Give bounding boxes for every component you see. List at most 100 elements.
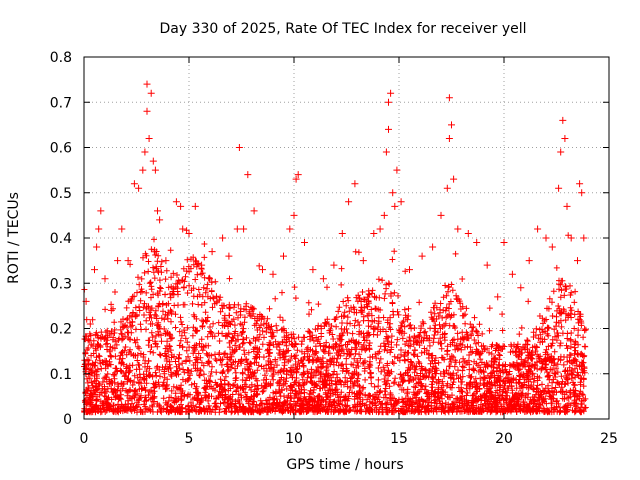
data-point	[294, 171, 302, 179]
data-point	[240, 225, 248, 233]
data-point	[179, 225, 187, 233]
data-point	[534, 225, 542, 233]
data-point	[290, 211, 298, 219]
data-point	[580, 234, 588, 242]
x-tick-label: 5	[185, 431, 194, 447]
data-point	[330, 261, 338, 269]
data-points	[82, 80, 588, 328]
data-point	[91, 266, 98, 274]
data-point	[380, 211, 388, 219]
data-point	[154, 207, 161, 215]
data-point	[309, 266, 317, 274]
data-point	[578, 189, 586, 197]
data-point	[370, 229, 378, 237]
data-point	[448, 121, 455, 129]
data-point	[525, 257, 533, 265]
y-axis-label: ROTI / TECUs	[6, 192, 22, 284]
y-tick-label: 0.4	[50, 231, 72, 247]
data-point	[563, 202, 571, 210]
data-point	[397, 198, 405, 206]
grid-lines	[84, 57, 609, 419]
x-tick-label: 25	[600, 431, 618, 447]
x-tick-label: 20	[495, 431, 513, 447]
data-point	[391, 202, 399, 210]
data-point	[359, 257, 367, 265]
data-point	[385, 98, 392, 106]
data-point	[345, 198, 353, 206]
axis-ticks	[83, 56, 610, 420]
data-point	[559, 116, 567, 124]
data-point	[151, 166, 159, 174]
y-tick-label: 0.6	[50, 141, 72, 157]
data-point	[198, 261, 206, 269]
y-tick-label: 0.1	[50, 367, 72, 383]
data-point	[95, 225, 103, 233]
data-point	[143, 80, 151, 88]
data-point	[351, 180, 359, 188]
x-tick-labels: 0 5 10 15 20 25	[80, 431, 618, 447]
data-point	[286, 225, 294, 233]
data-point	[259, 266, 266, 274]
data-point	[445, 94, 453, 102]
data-point	[443, 184, 451, 192]
y-tick-label: 0	[63, 412, 72, 428]
data-point	[445, 134, 453, 142]
data-point	[387, 89, 395, 97]
chart-title: Day 330 of 2025, Rate Of TEC Index for r…	[159, 21, 526, 37]
data-point	[464, 229, 472, 237]
data-point	[162, 257, 170, 265]
data-point	[406, 266, 413, 274]
data-point	[429, 243, 437, 251]
data-point	[500, 239, 508, 247]
data-point	[114, 257, 122, 265]
data-point	[147, 89, 155, 97]
data-point	[319, 275, 327, 283]
data-point	[473, 239, 481, 247]
y-tick-label: 0.7	[50, 95, 72, 111]
x-tick-label: 15	[390, 431, 408, 447]
data-point	[280, 252, 287, 260]
data-point	[177, 202, 185, 210]
data-point	[86, 320, 94, 328]
data-point	[542, 234, 550, 242]
data-point	[124, 257, 132, 265]
data-point	[156, 216, 164, 224]
data-point	[517, 284, 525, 292]
data-point	[418, 252, 426, 260]
data-point	[191, 202, 199, 210]
data-point	[292, 175, 300, 183]
data-point	[437, 211, 445, 219]
data-point	[483, 261, 491, 269]
data-point	[450, 175, 458, 183]
data-point	[576, 180, 584, 188]
data-point	[561, 134, 569, 142]
y-tick-label: 0.2	[50, 322, 72, 338]
data-point	[143, 107, 151, 115]
data-point	[139, 166, 147, 174]
data-point	[130, 180, 138, 188]
data-point	[382, 148, 390, 156]
x-tick-label: 10	[285, 431, 303, 447]
data-point	[135, 184, 143, 192]
data-point	[208, 248, 216, 256]
data-point	[93, 243, 101, 251]
data-point	[385, 125, 392, 133]
x-axis-label: GPS time / hours	[286, 457, 403, 473]
data-point	[393, 166, 401, 174]
y-tick-labels: 0 0.1 0.2 0.3 0.4 0.5 0.6 0.7 0.8	[50, 50, 72, 428]
data-point	[219, 234, 227, 242]
data-point	[567, 234, 575, 242]
data-point	[557, 148, 565, 156]
data-point	[172, 198, 180, 206]
data-point	[494, 293, 502, 301]
y-tick-label: 0.3	[50, 276, 72, 292]
data-point	[508, 270, 516, 278]
data-point	[389, 189, 397, 197]
data-point	[269, 270, 277, 278]
data-point	[376, 225, 384, 233]
data-point	[338, 229, 346, 237]
data-point	[185, 229, 193, 237]
dense-scatter-cloud	[81, 227, 589, 416]
data-point	[149, 157, 157, 165]
